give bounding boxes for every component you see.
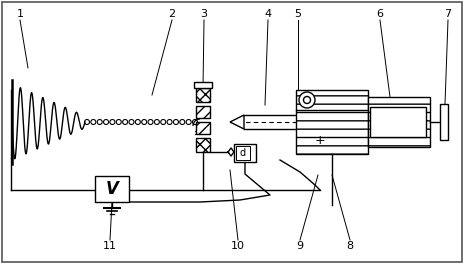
- Text: 5: 5: [294, 9, 301, 19]
- Text: 8: 8: [346, 241, 353, 251]
- Bar: [295, 90, 367, 154]
- Bar: [369, 107, 425, 137]
- Text: 1: 1: [17, 9, 24, 19]
- Bar: [95, 176, 129, 202]
- Text: +: +: [314, 134, 325, 147]
- Bar: [195, 106, 210, 118]
- Bar: [439, 104, 447, 140]
- Bar: [195, 122, 210, 134]
- Text: d: d: [239, 148, 245, 158]
- Bar: [195, 138, 210, 152]
- Text: 10: 10: [231, 241, 244, 251]
- Bar: [194, 82, 212, 88]
- Circle shape: [298, 92, 314, 108]
- Text: 4: 4: [264, 9, 271, 19]
- Circle shape: [303, 97, 310, 103]
- Text: 11: 11: [103, 241, 117, 251]
- Bar: [195, 88, 210, 102]
- Bar: [236, 146, 250, 160]
- Polygon shape: [230, 115, 244, 129]
- Text: 6: 6: [375, 9, 383, 19]
- Text: 3: 3: [200, 9, 207, 19]
- Text: 9: 9: [296, 241, 303, 251]
- Text: 2: 2: [168, 9, 175, 19]
- Bar: [367, 97, 429, 147]
- Bar: [233, 144, 256, 162]
- Text: V: V: [106, 180, 118, 198]
- Text: 7: 7: [444, 9, 450, 19]
